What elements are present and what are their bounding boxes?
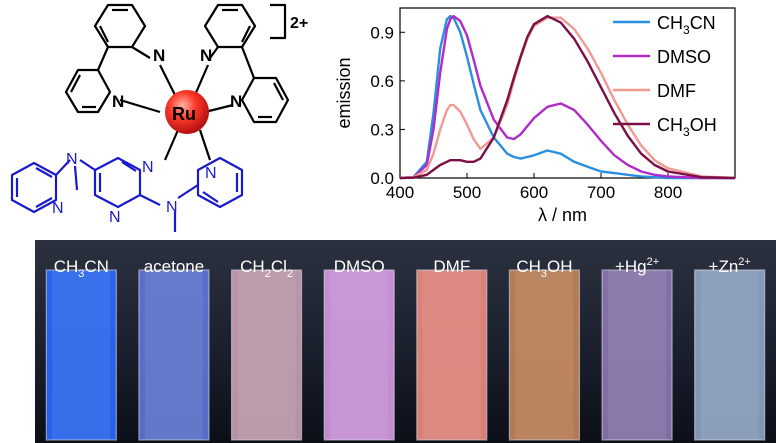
y-tick-label: 0.0 (370, 169, 394, 188)
plot-frame (399, 7, 736, 179)
cuvette-highlight (608, 270, 667, 440)
y-tick-label: 0.6 (370, 72, 394, 91)
series-line (399, 14, 735, 180)
cuvette (509, 270, 580, 440)
x-tick-label: 400 (386, 183, 414, 202)
chart-legend: CH3CN DMSO DMF CH3OH (613, 13, 717, 139)
cuvette-edge (508, 269, 581, 441)
ruthenium-atom (165, 90, 209, 134)
cuvette-group (45, 269, 766, 441)
n-label: N (205, 165, 217, 182)
cuvette (416, 270, 487, 440)
cuvette (46, 270, 117, 440)
cuvette-labels: CH3CN acetone CH2Cl2 DMSO DMF CH3OH +Hg2+ +Zn2+ (54, 256, 751, 280)
cuvette-edge (601, 269, 673, 441)
x-tick-label: 800 (654, 183, 682, 202)
cuvette-photo: CH3CN acetone CH2Cl2 DMSO DMF CH3OH +Hg2+ +Zn2+ (35, 240, 776, 443)
y-tick-label: 0.9 (370, 23, 394, 42)
n-label: N (66, 151, 78, 168)
cuvette-label: DMF (433, 257, 470, 276)
n-label: N (166, 199, 178, 216)
x-tick-label: 500 (453, 183, 481, 202)
cuvette (694, 270, 765, 440)
cuvette-edge (45, 269, 117, 441)
cuvette-highlight (330, 270, 389, 440)
plot-lines (399, 14, 736, 180)
n-label: N (200, 46, 212, 65)
cuvette-highlight (515, 270, 574, 440)
cuvette-label: CH3CN (54, 257, 109, 280)
legend-label: DMF (657, 81, 696, 101)
cuvette-edge (323, 269, 395, 441)
y-axis-label: emission (334, 57, 354, 128)
charge-label: 2+ (290, 15, 308, 32)
cuvette-highlight (700, 270, 759, 440)
emission-chart: 400 500 600 700 800 0.0 0.3 0.6 0.9 λ / nm emissio… (334, 7, 736, 225)
cuvette-label: CH3OH (516, 257, 572, 280)
plot-axes: 400 500 600 700 800 0.0 0.3 0.6 0.9 λ / nm emissio… (334, 7, 736, 225)
cuvette-edge (138, 269, 210, 441)
series-line (399, 14, 735, 180)
cuvette (602, 270, 673, 440)
cuvette-edge (694, 269, 766, 441)
cuvette-highlight (237, 270, 296, 440)
series-line (399, 14, 736, 180)
n-label: N (109, 209, 121, 226)
cuvette-edge (416, 269, 488, 441)
cuvette-highlight (422, 270, 481, 440)
x-tick-label: 700 (587, 183, 615, 202)
n-label: N (112, 92, 124, 111)
cuvette-highlight (144, 270, 203, 440)
cuvette-label: DMSO (334, 257, 385, 276)
cuvette (138, 270, 209, 440)
cuvette-label: acetone (144, 257, 205, 276)
cuvette (231, 270, 302, 440)
cuvette-highlight (52, 270, 111, 440)
y-tick-label: 0.3 (370, 120, 394, 139)
legend-label: CH3CN (657, 13, 716, 37)
ru-complex-structure: N N N N 2+ Ru N N N N N N (10, 3, 308, 232)
cuvette-label: CH2Cl2 (240, 257, 293, 280)
cuvette (324, 270, 395, 440)
ru-label: Ru (172, 104, 196, 124)
legend-label: DMSO (657, 47, 711, 67)
x-axis-label: λ / nm (538, 205, 587, 225)
legend-label: CH3OH (657, 115, 717, 139)
n-label: N (153, 46, 165, 65)
cuvette-edge (230, 269, 303, 441)
n-label: N (52, 200, 64, 217)
x-tick-label: 600 (520, 183, 548, 202)
n-label: N (142, 159, 154, 176)
n-label: N (230, 92, 242, 111)
